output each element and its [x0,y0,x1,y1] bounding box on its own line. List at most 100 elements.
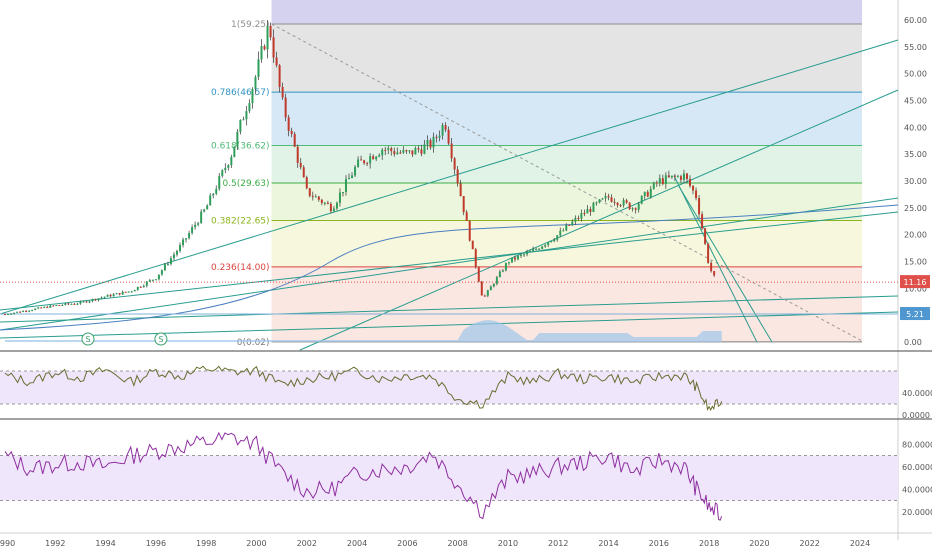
candle-body [320,199,323,204]
candle-body [679,176,682,180]
candle-body [574,217,577,222]
x-tick-label: 2004 [347,539,367,548]
candle-body [100,297,103,299]
candle-body [471,240,474,250]
y-tick-label: 25.00 [904,204,927,213]
candle-body [432,136,435,148]
candle-body [634,208,637,210]
candle-body [405,150,408,152]
candle-body [429,140,432,148]
candle-body [106,294,109,297]
candle-body [67,303,70,305]
candle-body [218,175,221,189]
candle-body [447,129,450,144]
fib-label: 0.236(14.00) [211,263,270,273]
candle-body [372,156,375,160]
candle-body [375,156,378,160]
candle-body [489,286,492,291]
candle-body [532,249,535,252]
candle-body [601,198,604,200]
candle-body [40,307,43,309]
trend-line [0,197,899,331]
fib-band-3 [271,145,862,183]
candle-body [465,212,468,221]
x-tick-label: 1994 [95,539,115,548]
candle-body [272,37,275,58]
candle-body [474,249,477,268]
y-tick-label: 0.00 [904,338,922,347]
candle-body [640,196,643,204]
candle-body [366,163,369,165]
candle-body [357,159,360,167]
y-tick-label: 60.00 [904,16,927,25]
candle-body [468,220,471,241]
candle-body [266,25,269,50]
candle-body [456,169,459,184]
candle-body [673,175,676,177]
candle-body [637,203,640,210]
candle-body [520,254,523,256]
candle-body [526,252,529,255]
candle-body [7,314,10,316]
candle-body [631,208,634,210]
x-tick-label: 2002 [297,539,317,548]
candle-body [245,111,248,120]
candle-body [556,235,559,240]
candle-body [194,224,197,228]
candle-body [49,305,52,308]
x-tick-label: 1990 [0,539,15,548]
candle-body [583,212,586,214]
candle-body [239,119,242,132]
candle-body [79,301,82,304]
candle-body [577,217,580,219]
candle-body [547,242,550,246]
candle-body [513,257,516,260]
candle-body [43,306,46,308]
y-tick-label: 10.00 [904,284,927,293]
trend-line [0,211,899,311]
candle-body [507,262,510,264]
candle-body [501,270,504,272]
candle-body [646,191,649,197]
candle-body [127,291,130,293]
y-tick-label: 20.00 [904,231,927,240]
candle-body [450,143,453,159]
candle-body [70,303,73,305]
trend-line [299,89,899,351]
candle-body [402,150,405,153]
secondary-price-badge [900,307,930,321]
candle-body [387,148,390,150]
moving-average-line [0,204,899,331]
fib-label: 0.5(29.63) [222,179,269,189]
candle-body [411,150,414,155]
candle-body [242,119,245,121]
candle-body [278,65,281,87]
candle-body [46,306,49,308]
x-tick-label: 2020 [749,539,769,548]
candle-body [649,188,652,197]
candle-body [142,285,145,287]
candle-body [354,166,357,176]
candle-body [713,271,716,276]
candle-body [414,148,417,155]
y-tick-label: 50.00 [904,70,927,79]
candle-body [251,88,254,104]
candle-body [230,156,233,166]
candle-body [399,152,402,154]
y-tick-label: 30.00 [904,177,927,186]
candle-body [254,77,257,89]
candle-body [622,200,625,206]
candle-body [504,263,507,271]
candle-body [676,176,679,178]
stoch-tick-label: 40.0000 [902,389,932,398]
candle-body [363,160,366,164]
event-marker-label: S [85,335,90,344]
candle-body [323,202,326,204]
candle-body [317,196,320,200]
candle-body [275,57,278,66]
candle-body [592,202,595,212]
candle-body [616,202,619,206]
event-marker-icon [81,332,95,346]
stoch-band [0,371,898,404]
